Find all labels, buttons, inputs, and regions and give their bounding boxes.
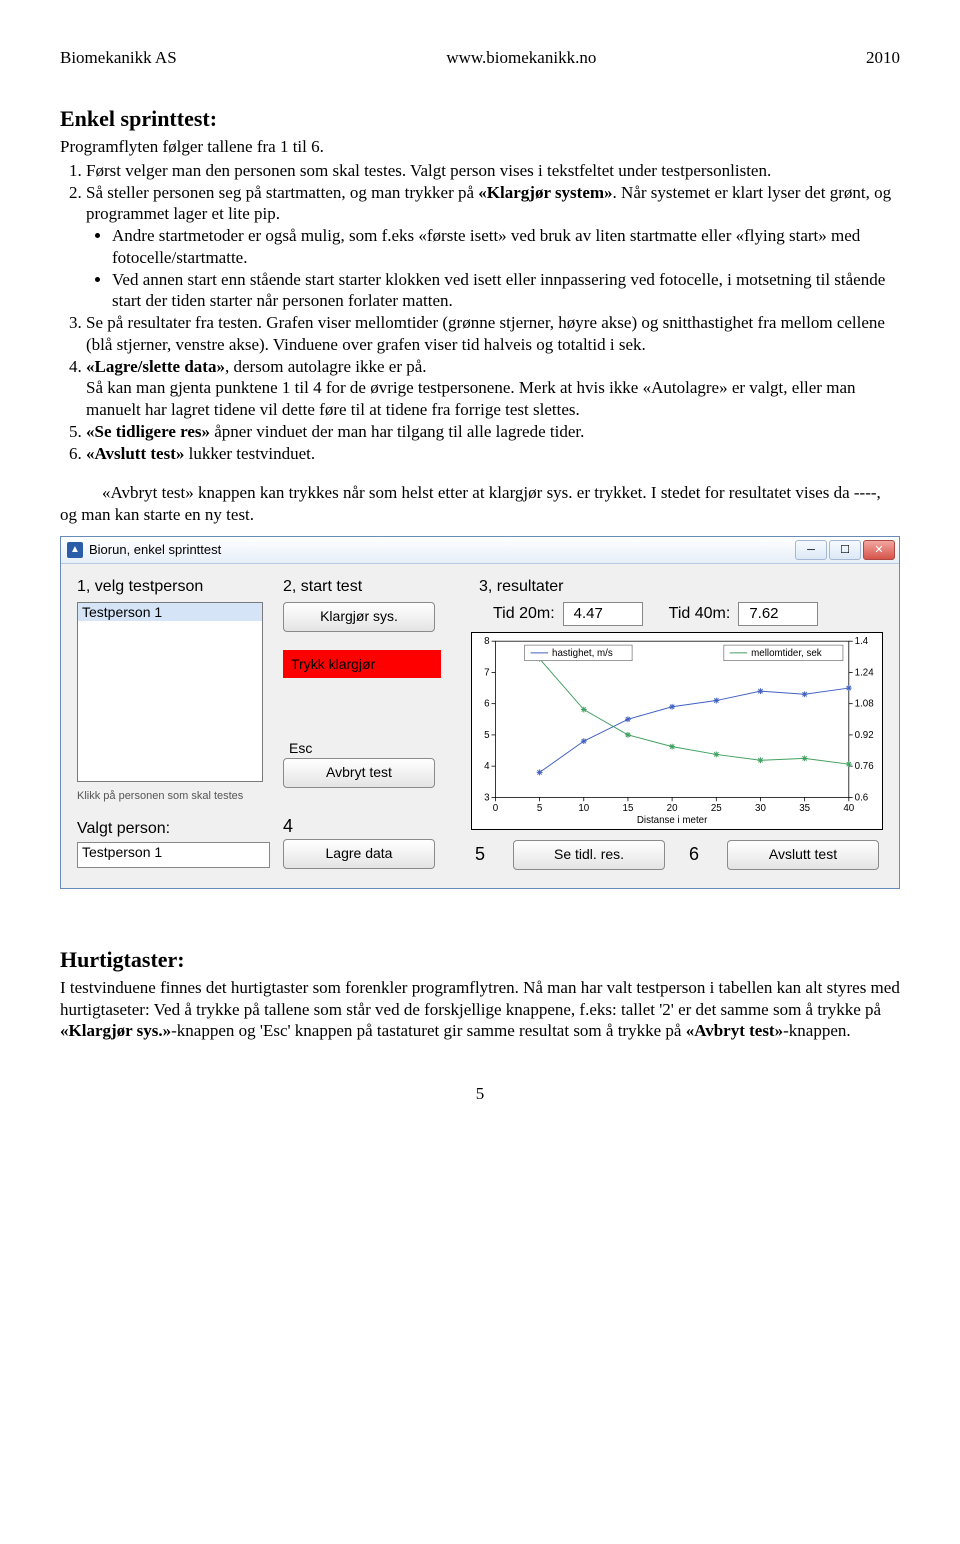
svg-text:10: 10 (578, 803, 589, 814)
page-header: Biomekanikk AS www.biomekanikk.no 2010 (60, 48, 900, 68)
svg-text:35: 35 (799, 803, 810, 814)
svg-text:Distanse i meter: Distanse i meter (637, 815, 708, 826)
hurtigtaster-body: I testvinduene finnes det hurtigtaster s… (60, 977, 900, 1042)
svg-text:0: 0 (493, 803, 499, 814)
section-title-sprinttest: Enkel sprinttest: (60, 106, 900, 132)
section-title-hurtigtaster: Hurtigtaster: (60, 947, 900, 973)
abort-paragraph: «Avbryt test» knappen kan trykkes når so… (60, 482, 900, 526)
steps-list: Først velger man den personen som skal t… (60, 160, 900, 465)
svg-text:5: 5 (484, 730, 490, 741)
app-icon: ▲ (67, 542, 83, 558)
svg-text:5: 5 (537, 803, 543, 814)
step-3: Se på resultater fra testen. Grafen vise… (86, 312, 900, 356)
svg-text:mellomtider, sek: mellomtider, sek (751, 648, 822, 659)
maximize-button[interactable]: ☐ (829, 540, 861, 560)
close-button[interactable]: ✕ (863, 540, 895, 560)
tid40-value: 7.62 (738, 602, 818, 626)
svg-text:20: 20 (667, 803, 678, 814)
svg-text:1.4: 1.4 (855, 636, 869, 647)
tid20-value: 4.47 (563, 602, 643, 626)
header-right: 2010 (866, 48, 900, 68)
klargjor-button[interactable]: Klargjør sys. (283, 602, 435, 632)
col3-label: 3, resultater (479, 578, 883, 596)
list-item[interactable]: Testperson 1 (78, 603, 262, 621)
svg-text:1.24: 1.24 (855, 667, 875, 678)
valgt-person-label: Valgt person: (77, 820, 263, 838)
avbryt-button[interactable]: Avbryt test (283, 758, 435, 788)
svg-text:40: 40 (843, 803, 854, 814)
svg-text:7: 7 (484, 667, 489, 678)
intro-text: Programflyten følger tallene fra 1 til 6… (60, 137, 324, 156)
window-titlebar: ▲ Biorun, enkel sprinttest ─ ☐ ✕ (61, 537, 899, 564)
valgt-person-field[interactable]: Testperson 1 (77, 842, 270, 868)
num-4: 4 (283, 816, 293, 837)
svg-text:15: 15 (623, 803, 634, 814)
step-6: «Avslutt test» lukker testvinduet. (86, 443, 900, 465)
svg-text:4: 4 (484, 761, 490, 772)
header-center: www.biomekanikk.no (446, 48, 596, 68)
lagre-button[interactable]: Lagre data (283, 839, 435, 869)
tid40-label: Tid 40m: (669, 605, 731, 623)
num-5: 5 (475, 844, 485, 865)
page-number: 5 (60, 1084, 900, 1104)
avslutt-button[interactable]: Avslutt test (727, 840, 879, 870)
svg-text:6: 6 (484, 698, 489, 709)
step-5: «Se tidligere res» åpner vinduet der man… (86, 421, 900, 443)
svg-text:30: 30 (755, 803, 766, 814)
minimize-button[interactable]: ─ (795, 540, 827, 560)
step-4: «Lagre/slette data», dersom autolagre ik… (86, 356, 900, 421)
setidl-button[interactable]: Se tidl. res. (513, 840, 665, 870)
tid20-label: Tid 20m: (493, 605, 555, 623)
svg-text:0.6: 0.6 (855, 792, 869, 803)
testperson-listbox[interactable]: Testperson 1 (77, 602, 263, 782)
svg-text:25: 25 (711, 803, 722, 814)
svg-text:0.92: 0.92 (855, 730, 874, 741)
step-2-bullet-1: Andre startmetoder er også mulig, som f.… (112, 225, 900, 269)
num-6: 6 (689, 844, 699, 865)
svg-text:3: 3 (484, 792, 489, 803)
app-window: ▲ Biorun, enkel sprinttest ─ ☐ ✕ 1, velg… (60, 536, 900, 889)
status-indicator: Trykk klargjør (283, 650, 441, 678)
listbox-hint: Klikk på personen som skal testes (77, 790, 263, 802)
step-2: Så steller personen seg på startmatten, … (86, 182, 900, 313)
step-2-bullet-2: Ved annen start enn stående start starte… (112, 269, 900, 313)
col2-label: 2, start test (283, 578, 451, 596)
esc-label: Esc (289, 740, 451, 756)
svg-text:1.08: 1.08 (855, 698, 874, 709)
step-1: Først velger man den personen som skal t… (86, 160, 900, 182)
svg-text:0.76: 0.76 (855, 761, 874, 772)
svg-text:8: 8 (484, 636, 489, 647)
header-left: Biomekanikk AS (60, 48, 177, 68)
window-title: Biorun, enkel sprinttest (89, 542, 793, 557)
col1-label: 1, velg testperson (77, 578, 263, 596)
result-chart: 0 5 10 15 20 25 30 35 40 8 7 6 5 4 3 1.4 1.24 1.08 0.92 0.7… (471, 632, 883, 830)
svg-text:hastighet, m/s: hastighet, m/s (552, 648, 613, 659)
